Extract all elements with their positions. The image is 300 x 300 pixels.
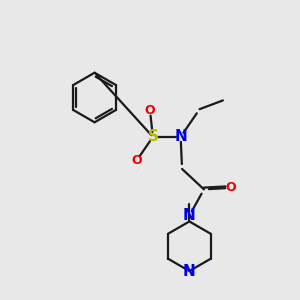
- Text: N: N: [174, 129, 187, 144]
- Text: O: O: [145, 104, 155, 117]
- Text: N: N: [183, 208, 196, 223]
- Text: S: S: [147, 129, 158, 144]
- Text: O: O: [132, 154, 142, 167]
- Text: O: O: [225, 182, 236, 194]
- Text: N: N: [183, 263, 196, 278]
